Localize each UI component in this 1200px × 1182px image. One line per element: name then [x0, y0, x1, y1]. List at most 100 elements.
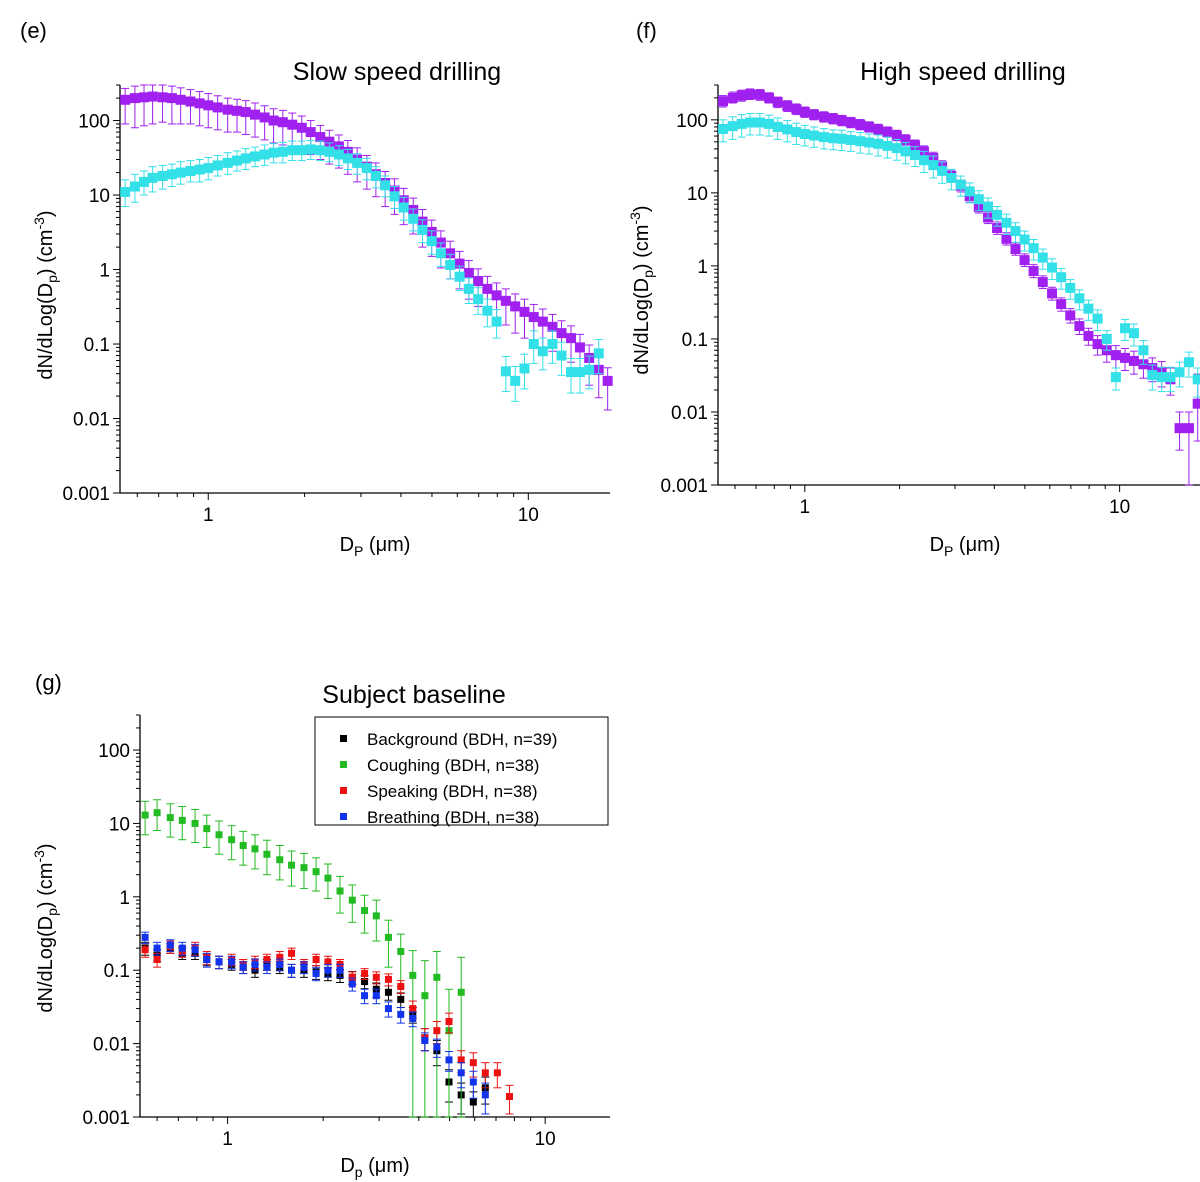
data-point [384, 933, 392, 941]
y-axis-label-g: dN/dLog(Dp) (cm-3) [31, 843, 60, 1012]
data-point [222, 157, 233, 168]
y-tick-label: 1 [119, 888, 130, 909]
x-axis-label-f: DP (μm) [930, 534, 1001, 559]
data-point [745, 89, 756, 100]
data-point [445, 260, 456, 271]
data-point [417, 224, 428, 235]
data-point [228, 836, 236, 844]
y-tick-label: 100 [98, 741, 130, 762]
data-point [203, 163, 214, 174]
data-point [342, 153, 353, 164]
data-point [1083, 330, 1094, 341]
data-point [481, 1069, 489, 1077]
data-point [1037, 277, 1048, 288]
data-point [566, 367, 577, 378]
data-point [473, 294, 484, 305]
data-point [175, 167, 186, 178]
data-point [175, 94, 186, 105]
data-point [537, 346, 548, 357]
data-point [1019, 255, 1030, 266]
data-point [900, 146, 911, 157]
data-point [380, 180, 391, 191]
data-point [1001, 233, 1012, 244]
data-point [336, 887, 344, 895]
data-point [809, 130, 820, 141]
data-point [1019, 234, 1030, 245]
data-point [493, 1069, 501, 1077]
data-point [384, 988, 392, 996]
data-point [1110, 372, 1121, 383]
chart-title-f: High speed drilling [860, 58, 1066, 86]
data-point [1156, 372, 1167, 383]
data-point [389, 191, 400, 202]
data-point [185, 96, 196, 107]
data-point [288, 861, 296, 869]
legend-label-background: Background (BDH, n=39) [367, 730, 557, 749]
data-point [129, 93, 140, 104]
data-point [973, 194, 984, 205]
data-point [312, 955, 320, 963]
data-point [799, 107, 810, 118]
y-axis-label-e: dN/dLog(Dp) (cm-3) [31, 210, 60, 379]
data-point [457, 1056, 465, 1064]
data-point [361, 978, 369, 986]
y-tick-label: 0.1 [104, 961, 130, 982]
data-point [1056, 272, 1067, 283]
series-1 [718, 113, 1200, 398]
data-point [836, 115, 847, 126]
data-point [141, 946, 149, 954]
data-point [500, 295, 511, 306]
data-point [1028, 243, 1039, 254]
data-point [361, 970, 369, 978]
y-tick-label: 100 [676, 111, 708, 132]
data-point [864, 121, 875, 132]
data-point [336, 966, 344, 974]
data-point [445, 1056, 453, 1064]
data-point [882, 127, 893, 138]
series-1 [120, 139, 604, 402]
data-point [361, 992, 369, 1000]
data-point [547, 339, 558, 350]
data-point [324, 136, 335, 147]
data-point [372, 973, 380, 981]
y-tick-label: 0.1 [84, 335, 110, 356]
data-point [296, 145, 307, 156]
data-point [528, 312, 539, 323]
x-axis-label-g: Dp (μm) [340, 1155, 409, 1180]
y-tick-label: 0.01 [93, 1035, 130, 1056]
data-point [324, 874, 332, 882]
data-point [240, 153, 251, 164]
data-point [384, 975, 392, 983]
data-point [212, 160, 223, 171]
data-point [251, 845, 259, 853]
data-point [454, 271, 465, 282]
x-tick-label: 10 [1109, 497, 1130, 518]
data-point [277, 146, 288, 157]
data-point [361, 907, 369, 915]
data-point [910, 140, 921, 151]
data-point [791, 127, 802, 138]
data-point [191, 946, 199, 954]
data-point [855, 136, 866, 147]
data-point [239, 963, 247, 971]
y-tick-label: 0.01 [73, 410, 110, 431]
data-point [445, 248, 456, 259]
data-point [1056, 299, 1067, 310]
data-point [426, 236, 437, 247]
data-point [799, 128, 810, 139]
data-point [276, 953, 284, 961]
data-point [836, 133, 847, 144]
data-point [240, 107, 251, 118]
chart-axes-e: 0.001 0.01 0.1 1 10 100 1 10 [62, 84, 613, 526]
data-point [372, 992, 380, 1000]
data-point [928, 160, 939, 171]
data-point [1037, 252, 1048, 263]
data-point [409, 1014, 417, 1022]
data-point [1192, 398, 1200, 409]
data-point [454, 258, 465, 269]
data-point [1074, 321, 1085, 332]
data-point [745, 117, 756, 128]
data-point [482, 305, 493, 316]
chart-title-g: Subject baseline [322, 681, 505, 709]
